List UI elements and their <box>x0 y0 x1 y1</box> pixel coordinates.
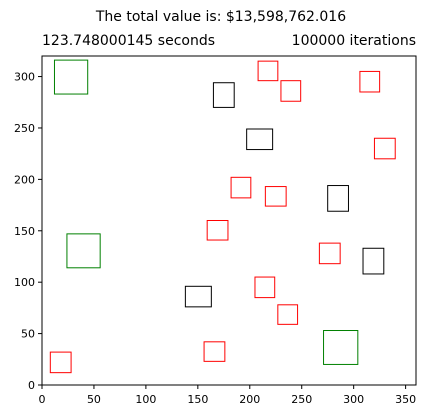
y-tick-label: 300 <box>14 71 35 84</box>
data-rect-1-0 <box>212 82 235 108</box>
data-rect-0-0 <box>53 59 89 95</box>
plot-frame <box>41 55 417 386</box>
data-rect-1-3 <box>362 247 385 275</box>
y-tick-label: 250 <box>14 122 35 135</box>
x-tick-label: 50 <box>87 393 101 406</box>
data-rect-2-2 <box>280 80 302 102</box>
x-tick-label: 350 <box>395 393 416 406</box>
data-rect-2-4 <box>230 176 252 199</box>
chart-title: The total value is: $13,598,762.016 <box>95 9 346 25</box>
data-rect-2-5 <box>264 186 287 207</box>
y-tick-label: 50 <box>21 328 35 341</box>
data-rect-2-8 <box>254 276 276 299</box>
x-tick-label: 150 <box>187 393 208 406</box>
y-tick-label: 200 <box>14 173 35 186</box>
data-rect-2-1 <box>359 70 381 93</box>
x-tick-label: 300 <box>343 393 364 406</box>
y-tick-label: 0 <box>28 379 35 392</box>
y-tick-label: 100 <box>14 276 35 289</box>
iterations-label: 100000 iterations <box>292 33 416 49</box>
x-tick-label: 250 <box>291 393 312 406</box>
elapsed-time-label: 123.748000145 seconds <box>42 33 215 49</box>
data-rect-2-3 <box>373 137 396 160</box>
data-rect-2-0 <box>257 60 279 82</box>
x-tick-label: 200 <box>239 393 260 406</box>
data-rect-2-10 <box>203 341 226 362</box>
data-rect-2-6 <box>206 220 229 241</box>
data-rect-2-7 <box>318 242 341 265</box>
data-rect-1-2 <box>327 185 349 212</box>
data-rect-0-1 <box>66 233 101 269</box>
data-rect-2-9 <box>277 304 299 325</box>
x-tick-label: 0 <box>39 393 46 406</box>
data-rect-1-1 <box>246 128 274 151</box>
x-tick-label: 100 <box>135 393 156 406</box>
data-rect-2-11 <box>49 351 72 374</box>
data-rect-1-4 <box>184 285 212 308</box>
y-tick-label: 150 <box>14 225 35 238</box>
data-rect-0-2 <box>323 330 359 365</box>
